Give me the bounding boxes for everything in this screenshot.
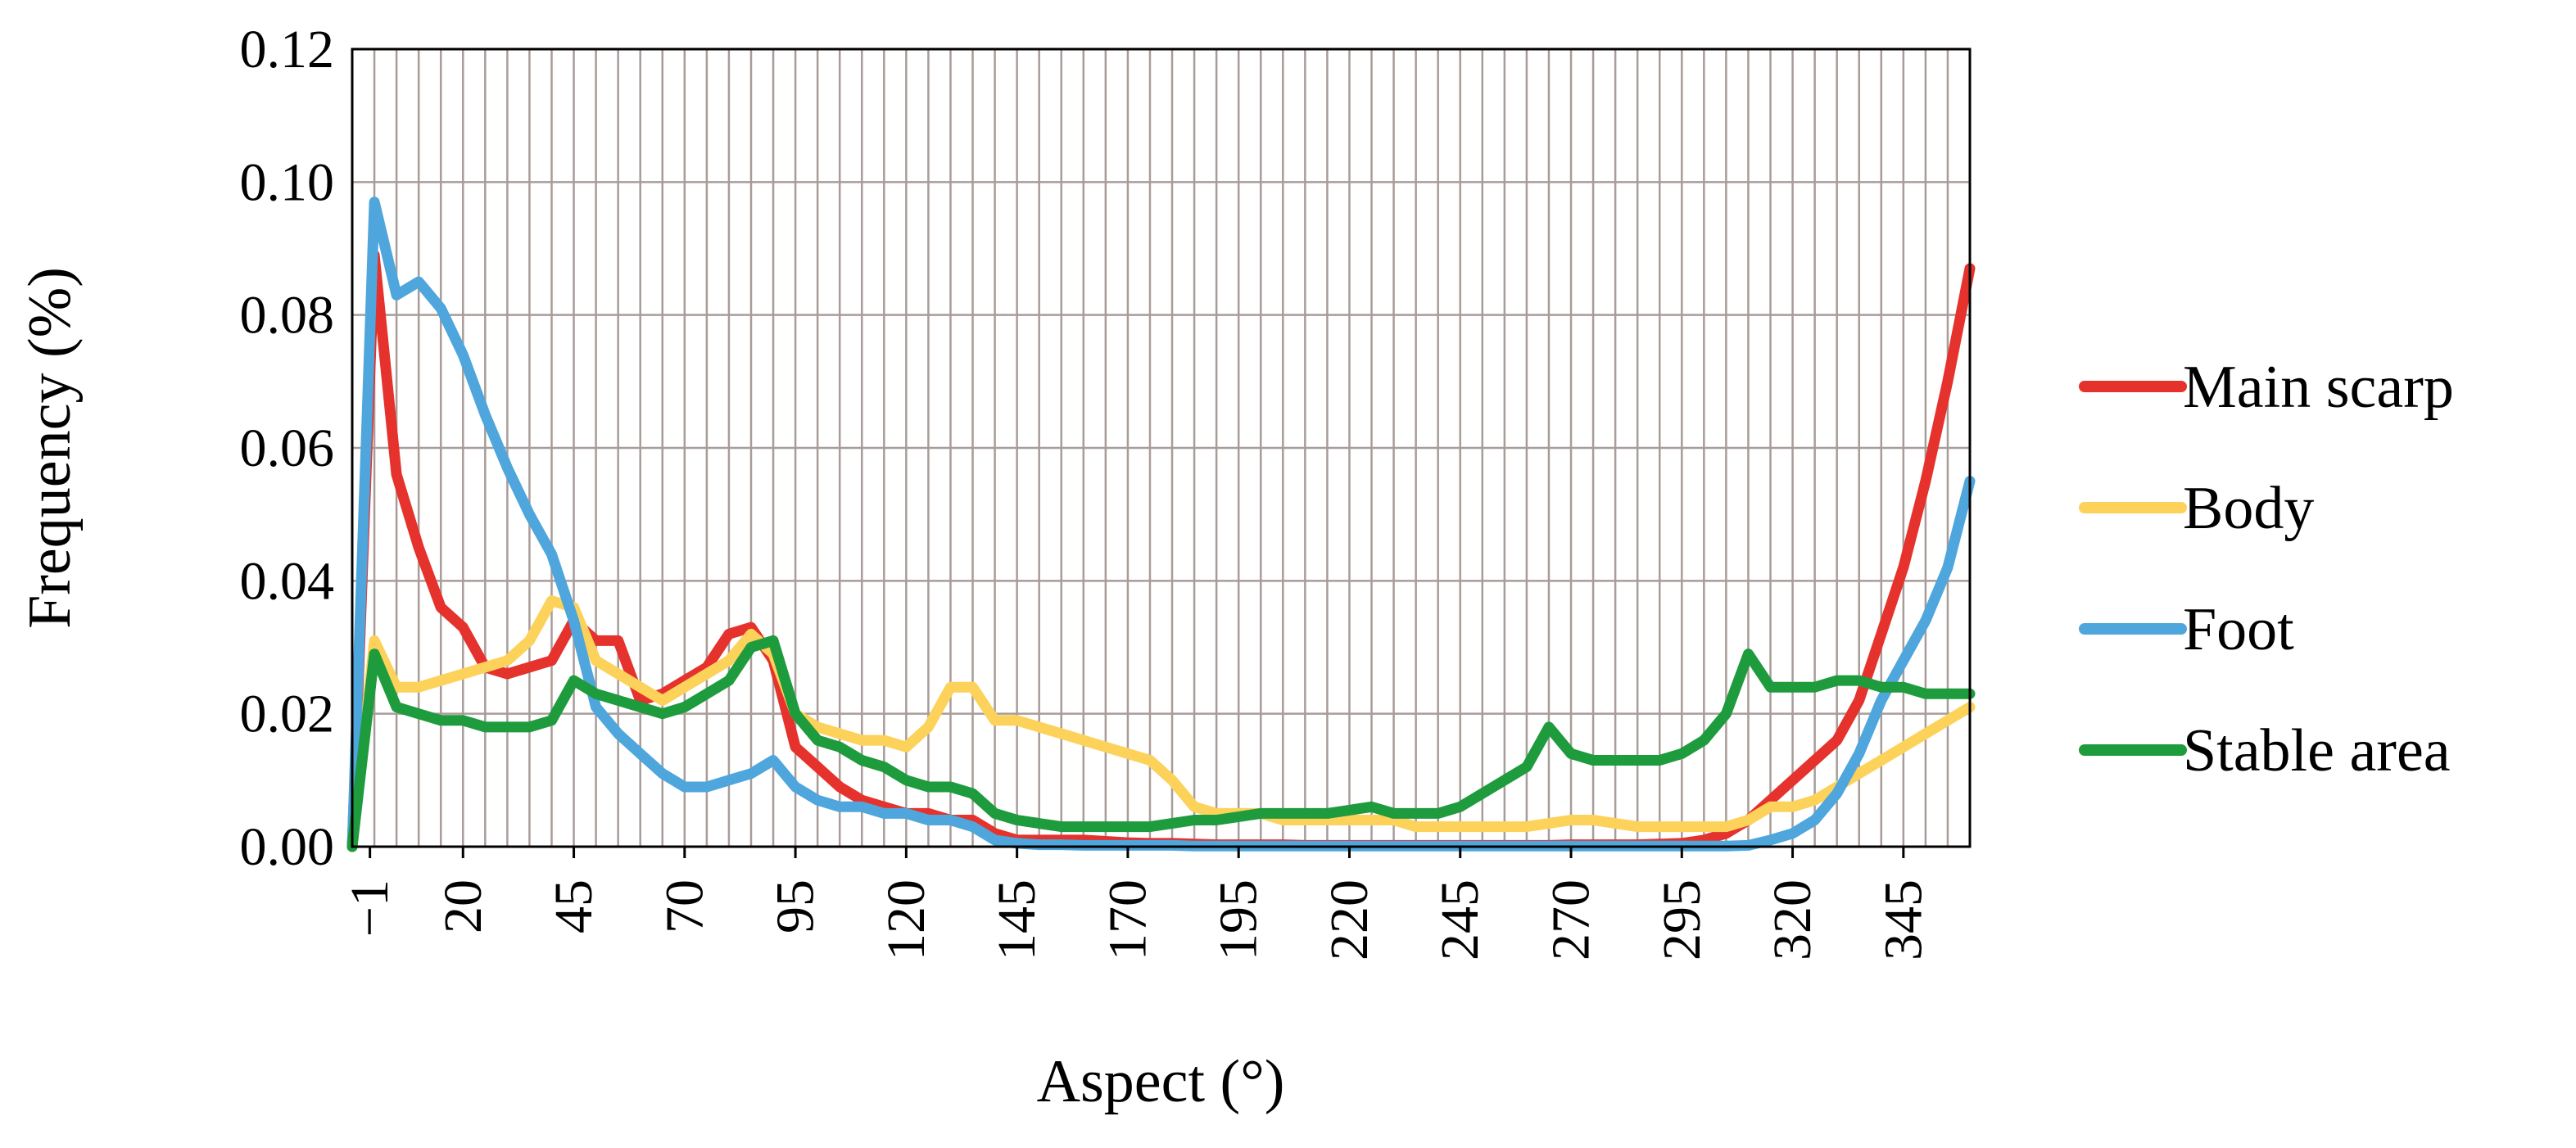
series-line-3 — [346, 635, 1976, 852]
legend-label-3: Stable area — [2183, 717, 2451, 784]
x-tick-label: 270 — [1542, 879, 1601, 960]
y-axis-ticks: 0.00 0.02 0.04 0.06 0.08 0.10 0.12 — [240, 20, 335, 877]
x-axis-ticks: −1 20 45 70 95 120 145 170 195 220 245 270 295 320 345 — [340, 847, 1933, 960]
x-tick-label: 245 — [1430, 879, 1490, 960]
x-tick-label: 170 — [1098, 879, 1157, 960]
x-tick-label: 95 — [766, 879, 826, 933]
y-tick-label: 0.06 — [240, 418, 335, 478]
y-tick-label: 0.00 — [240, 817, 335, 877]
x-tick-label: 220 — [1320, 879, 1379, 960]
y-axis-title: Frequency (%) — [16, 267, 84, 629]
x-tick-label: 20 — [433, 879, 493, 933]
x-tick-label: −1 — [340, 879, 400, 937]
x-tick-label: 120 — [876, 879, 936, 960]
legend: Main scarp Body Foot Stable area — [2079, 354, 2454, 784]
x-tick-label: 195 — [1209, 879, 1269, 960]
plot-frame — [351, 47, 1972, 848]
x-tick-label: 45 — [544, 879, 604, 933]
legend-label-1: Body — [2183, 475, 2314, 542]
y-tick-label: 0.02 — [240, 685, 335, 744]
y-tick-label: 0.08 — [240, 286, 335, 346]
y-tick-label: 0.12 — [240, 20, 335, 79]
x-tick-label: 145 — [987, 879, 1047, 960]
y-tick-label: 0.10 — [240, 152, 335, 212]
x-axis-title: Aspect (°) — [1037, 1048, 1285, 1115]
y-tick-label: 0.04 — [240, 551, 335, 611]
legend-label-0: Main scarp — [2183, 354, 2454, 421]
legend-label-2: Foot — [2183, 596, 2294, 663]
x-tick-label: 70 — [654, 879, 714, 933]
x-tick-label: 295 — [1652, 879, 1712, 960]
x-tick-label: 320 — [1763, 879, 1822, 960]
series-line-1 — [346, 595, 1976, 852]
x-tick-label: 345 — [1873, 879, 1933, 960]
